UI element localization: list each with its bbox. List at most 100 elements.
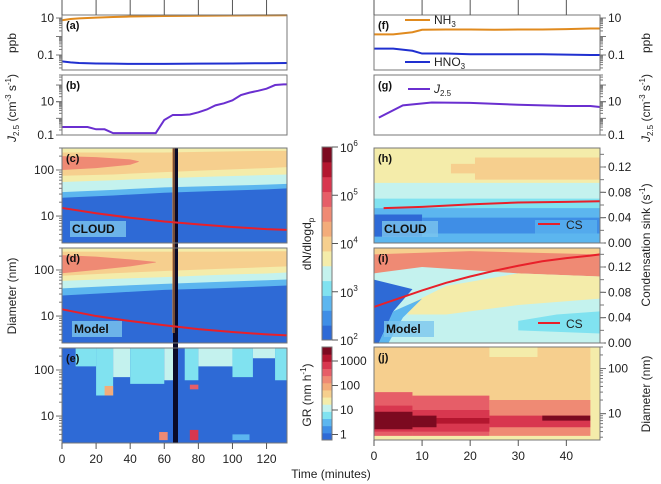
heat-band	[374, 248, 600, 277]
legend-cs-i: CS	[538, 317, 583, 331]
panel-label-h: (h)	[378, 153, 392, 165]
heat-cell	[542, 415, 591, 421]
j-sup1: -3	[4, 94, 13, 102]
heat-cell	[412, 415, 437, 428]
colorbar-dn-segment	[322, 236, 332, 252]
panel-frame-a	[61, 14, 288, 71]
y-tick-label: 10	[608, 11, 622, 25]
colorbar-gr-segment	[322, 389, 332, 398]
y-tick-label: 0.04	[608, 311, 632, 325]
panel-frame-j	[373, 346, 601, 441]
ylabel-condensation-sink: Condensation sink (s-1)	[638, 183, 653, 306]
legend-hno3: HNO3	[434, 55, 466, 71]
j-end: )	[639, 74, 653, 78]
heat-cell	[436, 417, 490, 424]
j-sup1: -3	[638, 94, 647, 102]
heat-cell	[374, 411, 413, 430]
j-end: )	[5, 74, 19, 78]
tag-c: CLOUD	[72, 222, 115, 236]
heat-band	[474, 157, 600, 180]
overlay-line-c	[61, 206, 288, 231]
colorbar-dn-tick-label: 104	[340, 236, 358, 252]
y-tick-label: 10	[41, 95, 55, 109]
overlay-line-h	[383, 200, 601, 210]
heat-cell	[489, 347, 538, 358]
cs-sup: -1	[638, 187, 647, 195]
ylabel-ppb-left: ppb	[5, 33, 19, 53]
series-line-a	[61, 60, 288, 65]
legend-j: J2.5	[433, 82, 452, 98]
gr-label-sup: -1	[299, 367, 308, 375]
x-tick-label: 30	[512, 449, 526, 463]
colorbar-gr-segment	[322, 404, 332, 412]
x-tick-label: 60	[158, 452, 172, 466]
colorbar-dn-segment	[322, 206, 332, 222]
j-symbol: J	[5, 135, 19, 143]
heat-band	[374, 248, 600, 255]
heat-cell	[590, 347, 600, 438]
panel-label-j: (j)	[378, 352, 389, 364]
colorbar-dn-tick-label: 106	[340, 139, 358, 155]
gap-bar-overlay	[172, 148, 175, 333]
heat-cell	[164, 348, 175, 381]
colorbar-gr-segment	[322, 418, 332, 427]
x-axis-label: Time (minutes)	[291, 467, 371, 481]
x-tick-label: 120	[257, 452, 277, 466]
y-tick-label: 100	[608, 362, 628, 376]
gr-label-end: )	[300, 363, 314, 367]
heat-cell	[96, 348, 114, 396]
series-line-g	[378, 101, 601, 119]
y-tick-label: 0.08	[608, 285, 632, 299]
heat-cell	[198, 348, 233, 367]
ylabel-j-left: J2.5 (cm-3 s-1)	[4, 74, 21, 143]
overlay-line-i	[373, 253, 601, 308]
heat-cell	[75, 348, 97, 367]
x-tick-label: 20	[463, 449, 477, 463]
colorbar-dn-segment	[322, 176, 332, 193]
colorbar-gr-tick-label: 100	[340, 379, 360, 393]
panel-label-e: (e)	[66, 353, 80, 365]
colorbar-gr-tick-label: 1	[340, 428, 347, 442]
colorbar-dn-segment	[322, 191, 332, 207]
x-tick-label: 40	[560, 449, 574, 463]
colorbar-gr-segment	[322, 382, 332, 391]
j-sub: 2.5	[646, 124, 655, 136]
colorbar-dn-tick-label: 102	[340, 332, 358, 348]
j-text: J	[433, 82, 441, 96]
colorbar-dn-segment	[322, 295, 332, 311]
x-tick-label: 80	[192, 452, 206, 466]
series-line-f	[374, 47, 600, 57]
panel-label-c: (c)	[66, 153, 80, 165]
j-symbol: J	[639, 135, 653, 143]
colorbar-gr-tick-label: 10	[340, 403, 354, 417]
y-tick-label: 100	[34, 263, 54, 277]
x-tick-label: 40	[124, 452, 138, 466]
hno3-sub: 3	[461, 62, 466, 71]
y-tick-label: 10	[608, 407, 622, 421]
colorbar-dn-segment	[322, 147, 332, 163]
panel-label-f: (f)	[378, 20, 389, 32]
j-sup2: -1	[4, 77, 13, 85]
gr-label-text: GR (nm h	[300, 375, 314, 427]
nh3-text: NH	[434, 13, 451, 27]
tag-bg-c	[70, 221, 126, 237]
ylabel-j-right: J2.5 (cm-3 s-1)	[638, 74, 655, 143]
legend-nh3: NH3	[434, 13, 456, 29]
y-tick-label: 0.12	[608, 260, 632, 274]
hno3-text: HNO	[434, 55, 461, 69]
j-unit: (cm	[5, 102, 19, 125]
tag-h: CLOUD	[384, 222, 427, 236]
axes: (a)100.1(b)100.1(c)CLOUD10010(d)Model100…	[34, 0, 632, 466]
y-tick-label: 0.1	[608, 128, 625, 142]
colorbar-gr	[321, 346, 333, 441]
heat-band	[374, 279, 413, 343]
gap-bar	[173, 148, 178, 443]
y-tick-label: 10	[41, 309, 55, 323]
panel-frame-b	[61, 74, 288, 136]
j-sub: 2.5	[12, 124, 21, 136]
j-unit: (cm	[639, 102, 653, 125]
panel-frame-d	[61, 247, 288, 344]
panel-label-i: (i)	[378, 253, 389, 265]
colorbar-dn-segment	[322, 161, 332, 178]
